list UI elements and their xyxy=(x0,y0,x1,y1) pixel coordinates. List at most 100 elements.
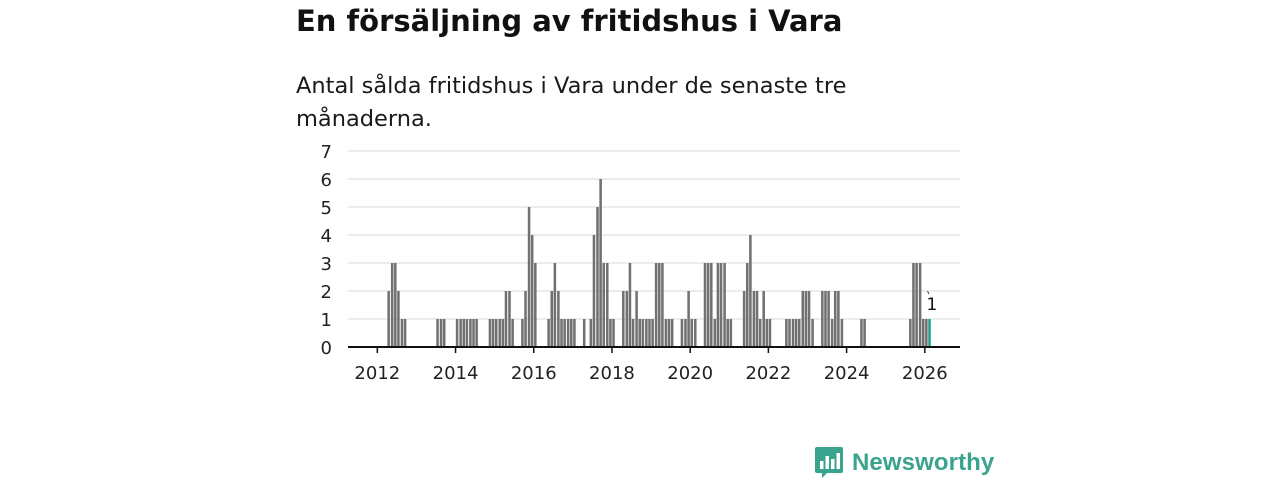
highlight-annotation: 1 xyxy=(926,290,937,315)
bar xyxy=(693,319,697,347)
bar xyxy=(521,319,524,347)
highlight-bar xyxy=(928,319,931,347)
bar xyxy=(684,319,687,347)
bar xyxy=(912,263,915,347)
bar xyxy=(387,291,390,347)
bar xyxy=(706,263,710,347)
x-tick-label: 2026 xyxy=(902,363,948,384)
bar xyxy=(557,291,560,347)
bar xyxy=(921,319,925,347)
bar xyxy=(527,207,531,347)
bar xyxy=(804,291,808,347)
bar xyxy=(710,263,713,347)
x-axis xyxy=(348,346,960,353)
newsworthy-chart-icon xyxy=(815,447,843,478)
bar xyxy=(690,319,694,347)
x-tick-label: 2020 xyxy=(667,363,713,384)
bar xyxy=(592,235,596,347)
bar xyxy=(622,291,625,347)
bar xyxy=(749,235,752,347)
bar xyxy=(534,263,537,347)
bar xyxy=(641,319,645,347)
bar xyxy=(661,263,664,347)
bar xyxy=(589,319,593,347)
bar xyxy=(860,319,863,347)
bar xyxy=(863,319,866,347)
bar xyxy=(504,291,508,347)
bar xyxy=(625,291,629,347)
newsworthy-logo: Newsworthy xyxy=(815,446,994,480)
bar xyxy=(403,319,407,347)
bar xyxy=(745,263,749,347)
bar xyxy=(462,319,466,347)
x-tick-label: 2022 xyxy=(745,363,791,384)
bar xyxy=(758,319,762,347)
bar xyxy=(837,291,840,347)
bar xyxy=(582,319,586,347)
bar xyxy=(596,207,599,347)
bar xyxy=(667,319,671,347)
bar xyxy=(788,319,791,347)
bar xyxy=(439,319,443,347)
bar xyxy=(573,319,576,347)
bar xyxy=(390,263,394,347)
bar xyxy=(811,319,814,347)
bar xyxy=(475,319,478,347)
bar xyxy=(755,291,759,347)
bar xyxy=(599,179,602,347)
bar xyxy=(703,263,707,347)
grid-lines xyxy=(348,150,960,320)
x-tick-label: 2018 xyxy=(589,363,635,384)
bar xyxy=(494,319,498,347)
chart-subtitle: Antal sålda fritidshus i Vara under de s… xyxy=(296,73,847,132)
x-tick-label: 2016 xyxy=(511,363,557,384)
bar xyxy=(821,291,824,347)
x-tick-label: 2014 xyxy=(433,363,479,384)
bar xyxy=(794,319,798,347)
bar xyxy=(713,319,717,347)
bar xyxy=(605,263,609,347)
bar xyxy=(687,291,690,347)
bar xyxy=(609,319,612,347)
bar xyxy=(716,263,720,347)
bar xyxy=(654,263,658,347)
bar xyxy=(909,319,912,347)
bar xyxy=(742,291,746,347)
bar-series xyxy=(387,179,931,347)
bar xyxy=(918,263,922,347)
bar xyxy=(563,319,566,347)
bar xyxy=(455,319,459,347)
bar xyxy=(570,319,573,347)
bar xyxy=(840,319,844,347)
bar xyxy=(491,319,495,347)
x-tick-label: 2024 xyxy=(824,363,870,384)
bar xyxy=(508,291,511,347)
bar xyxy=(915,263,918,347)
bar xyxy=(830,319,834,347)
x-tick-label: 2012 xyxy=(354,363,400,384)
y-tick-label: 7 xyxy=(321,142,332,163)
bar xyxy=(768,319,772,347)
bar xyxy=(394,263,397,347)
bar xyxy=(824,291,827,347)
bar xyxy=(498,319,501,347)
bar xyxy=(472,319,475,347)
bar xyxy=(547,319,550,347)
bar xyxy=(397,291,400,347)
bar xyxy=(553,263,557,347)
bar xyxy=(638,319,641,347)
bar xyxy=(664,319,668,347)
bar xyxy=(765,319,769,347)
bar xyxy=(680,319,684,347)
bar xyxy=(762,291,765,347)
y-tick-label: 6 xyxy=(321,170,332,191)
y-tick-label: 3 xyxy=(321,254,332,275)
highlight-leader-line xyxy=(927,290,930,295)
bar xyxy=(798,319,801,347)
bar xyxy=(442,319,446,347)
x-axis-tick-labels: 2012 2014 2016 2018 2020 2022 2024 2026 xyxy=(354,363,947,384)
bar xyxy=(726,319,729,347)
bar xyxy=(501,319,505,347)
bar xyxy=(628,263,632,347)
bar xyxy=(436,319,439,347)
